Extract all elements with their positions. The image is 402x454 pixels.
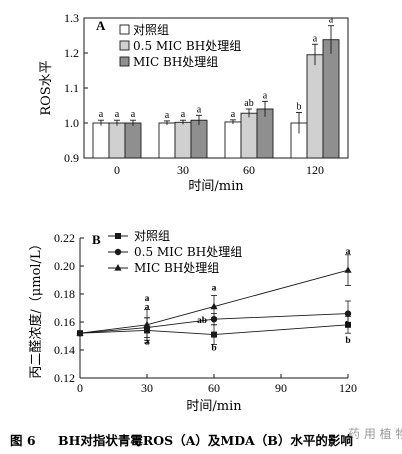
legend-label: MIC BH处理组 bbox=[134, 261, 219, 275]
y-tick-label: 1.0 bbox=[64, 116, 79, 130]
significance-label: a bbox=[145, 337, 150, 347]
significance-label: a bbox=[263, 90, 268, 101]
y-tick-label: 1.2 bbox=[64, 46, 79, 60]
significance-label: a bbox=[181, 109, 186, 120]
bar bbox=[174, 121, 192, 159]
chart-b: 0.12 0.14 0.16 0.18 0.20 0.22 0 30 60 90 120 时间/min… bbox=[28, 229, 357, 414]
y-tick-label: 1.3 bbox=[64, 11, 79, 25]
circle-marker bbox=[344, 310, 352, 317]
bar bbox=[124, 122, 142, 159]
bar bbox=[108, 122, 126, 159]
legend-label: 对照组 bbox=[134, 229, 170, 243]
significance-label: a bbox=[145, 303, 150, 313]
x-tick-label: 90 bbox=[275, 381, 287, 395]
significance-label: b bbox=[297, 102, 302, 113]
significance-label: b bbox=[345, 336, 350, 346]
panel-tag: B bbox=[92, 232, 101, 247]
y-tick-label: 0.20 bbox=[54, 259, 75, 273]
significance-label: a bbox=[313, 33, 318, 44]
significance-label: a bbox=[165, 110, 170, 121]
x-tick-label: 120 bbox=[306, 163, 324, 177]
triangle-marker bbox=[114, 264, 122, 271]
triangle-marker bbox=[76, 329, 84, 336]
x-tick-label: 120 bbox=[339, 381, 357, 395]
x-tick-label: 30 bbox=[141, 381, 153, 395]
x-tick-label: 60 bbox=[243, 163, 255, 177]
circle-marker bbox=[114, 248, 122, 256]
triangle-marker bbox=[143, 320, 151, 328]
bar bbox=[322, 39, 340, 159]
x-tick-label: 60 bbox=[208, 381, 220, 395]
x-axis-title: 时间/min bbox=[188, 179, 244, 194]
significance-label: b bbox=[345, 321, 350, 331]
x-axis-title: 时间/min bbox=[186, 399, 242, 414]
series-line bbox=[79, 324, 349, 336]
y-tick-label: 1.1 bbox=[64, 81, 79, 95]
panel-tag: A bbox=[96, 18, 106, 33]
bar bbox=[190, 119, 208, 159]
significance-label: a bbox=[231, 109, 236, 120]
legend-swatch bbox=[119, 40, 130, 51]
legend-label: 对照组 bbox=[133, 23, 169, 37]
bar bbox=[306, 54, 324, 159]
y-tick-label: 0.14 bbox=[54, 343, 75, 357]
significance-label: a bbox=[145, 294, 150, 304]
figure-caption: BH对指状青霉ROS（A）及MDA（B）水平的影响 bbox=[58, 433, 353, 448]
x-tick-label: 30 bbox=[177, 163, 189, 177]
legend-swatch bbox=[119, 56, 130, 67]
series-line bbox=[79, 269, 349, 334]
significance-label: a bbox=[197, 104, 202, 115]
significance-label: a bbox=[115, 109, 120, 120]
significance-label: ab bbox=[244, 98, 253, 109]
legend-label: 0.5 MIC BH处理组 bbox=[133, 39, 241, 53]
watermark: 药 用 植 物 学 bbox=[348, 426, 402, 441]
y-tick-label: 0.9 bbox=[64, 151, 79, 165]
bar bbox=[224, 121, 242, 159]
y-axis-title: 丙二醛浓度/（μmol/L） bbox=[28, 237, 44, 378]
significance-label: ab bbox=[197, 316, 207, 326]
significance-label: a bbox=[346, 247, 351, 257]
bar bbox=[158, 122, 176, 159]
x-tick-label: 0 bbox=[114, 163, 120, 177]
series-line bbox=[79, 313, 349, 334]
triangle-marker bbox=[344, 266, 352, 273]
significance-label: b bbox=[211, 344, 216, 354]
legend-swatch bbox=[119, 24, 130, 35]
bar bbox=[240, 112, 258, 159]
legend-label: MIC BH处理组 bbox=[133, 55, 218, 69]
y-tick-label: 0.16 bbox=[54, 315, 75, 329]
figure-number: 图 6 bbox=[10, 433, 36, 448]
significance-label: a bbox=[329, 15, 334, 26]
square-marker bbox=[211, 331, 217, 338]
y-tick-label: 0.12 bbox=[54, 371, 75, 385]
square-marker bbox=[115, 233, 121, 239]
y-tick-label: 0.18 bbox=[54, 287, 75, 301]
significance-label: a bbox=[212, 284, 217, 294]
y-tick-label: 0.22 bbox=[54, 231, 75, 245]
legend-label: 0.5 MIC BH处理组 bbox=[134, 245, 242, 259]
y-axis-title: ROS水平 bbox=[39, 60, 54, 115]
bar bbox=[92, 122, 110, 159]
significance-label: a bbox=[131, 109, 136, 120]
triangle-marker bbox=[210, 302, 218, 310]
significance-label: a bbox=[99, 109, 104, 120]
x-tick-label: 0 bbox=[77, 381, 83, 395]
